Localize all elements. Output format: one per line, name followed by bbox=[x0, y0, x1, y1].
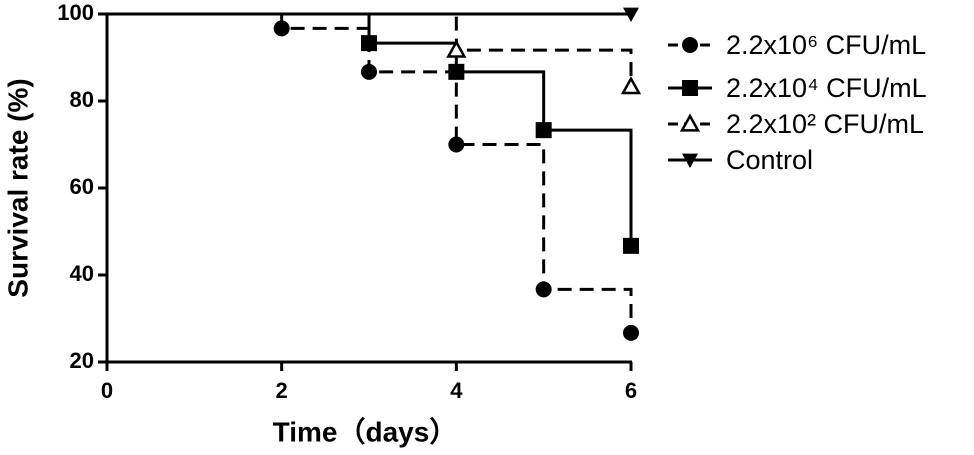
x-tick-label: 0 bbox=[101, 378, 113, 403]
legend-label: 2.2x10⁴ CFU/mL bbox=[726, 73, 927, 103]
x-tick-label: 4 bbox=[450, 378, 463, 403]
marker bbox=[273, 20, 290, 37]
x-tick-label: 2 bbox=[276, 378, 288, 403]
y-tick-label: 80 bbox=[70, 87, 94, 112]
marker bbox=[682, 37, 698, 53]
marker bbox=[361, 63, 377, 80]
legend-label: Control bbox=[726, 145, 813, 175]
marker bbox=[682, 153, 698, 168]
marker bbox=[535, 281, 552, 298]
y-tick-label: 60 bbox=[70, 174, 94, 199]
marker bbox=[448, 136, 465, 153]
marker bbox=[623, 237, 639, 254]
y-tick-label: 40 bbox=[70, 261, 94, 286]
marker bbox=[620, 76, 642, 95]
marker bbox=[623, 7, 639, 22]
marker bbox=[448, 63, 465, 80]
y-tick-label: 20 bbox=[70, 348, 94, 373]
y-axis-title: Survival rate (%) bbox=[2, 78, 33, 297]
x-tick-label: 6 bbox=[625, 378, 637, 403]
marker bbox=[679, 113, 701, 132]
x-axis-title: Time（days） bbox=[273, 415, 458, 447]
marker bbox=[623, 324, 639, 341]
marker bbox=[535, 122, 552, 139]
legend-label: 2.2x10² CFU/mL bbox=[726, 109, 924, 139]
y-tick-label: 100 bbox=[57, 0, 94, 25]
survival-line bbox=[107, 12, 633, 333]
marker bbox=[682, 80, 698, 96]
marker bbox=[446, 39, 467, 58]
legend-label: 2.2x10⁶ CFU/mL bbox=[726, 30, 926, 60]
marker bbox=[361, 35, 377, 52]
